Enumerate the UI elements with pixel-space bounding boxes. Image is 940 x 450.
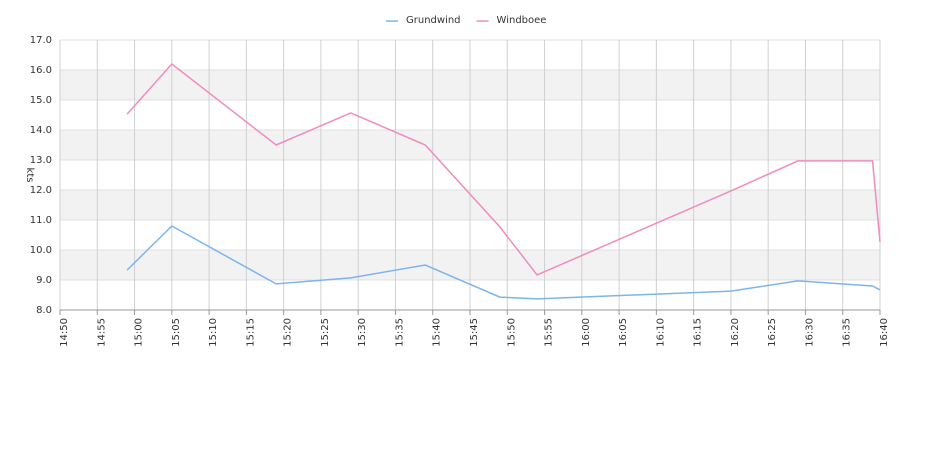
x-tick-label: 15:05 — [171, 318, 182, 347]
x-tick-label: 15:00 — [134, 318, 145, 347]
legend-label: Windboee — [497, 15, 547, 26]
x-tick-label: 16:05 — [618, 318, 629, 347]
x-tick-label: 15:20 — [283, 318, 294, 347]
x-tick-label: 16:30 — [804, 318, 815, 347]
x-tick-label: 15:15 — [245, 318, 256, 347]
y-tick-label: 12.0 — [30, 185, 52, 196]
y-tick-label: 17.0 — [30, 35, 52, 46]
x-tick-label: 15:40 — [432, 318, 443, 347]
x-tick-label: 14:55 — [96, 318, 107, 347]
series-line — [126, 225, 881, 300]
x-tick-label: 15:25 — [320, 318, 331, 347]
y-tick-label: 15.0 — [30, 95, 52, 106]
x-tick-label: 15:10 — [208, 318, 219, 347]
series-line — [126, 62, 881, 276]
legend-label: Grundwind — [406, 15, 461, 26]
y-tick-label: 13.0 — [30, 155, 52, 166]
x-tick-label: 16:35 — [842, 318, 853, 347]
x-tick-label: 14:50 — [59, 318, 70, 347]
x-tick-label: 15:50 — [506, 318, 517, 347]
x-tick-label: 15:35 — [394, 318, 405, 347]
x-tick-label: 15:45 — [469, 318, 480, 347]
x-tick-label: 16:40 — [879, 318, 890, 347]
x-tick-label: 16:20 — [730, 318, 741, 347]
x-tick-label: 15:55 — [544, 318, 555, 347]
x-tick-label: 16:25 — [767, 318, 778, 347]
y-tick-label: 16.0 — [30, 65, 52, 76]
y-axis-label: kts — [24, 168, 35, 183]
y-tick-label: 14.0 — [30, 125, 52, 136]
x-tick-label: 16:15 — [693, 318, 704, 347]
y-tick-label: 8.0 — [36, 305, 52, 316]
x-tick-label: 15:30 — [357, 318, 368, 347]
y-tick-label: 11.0 — [30, 215, 52, 226]
y-tick-label: 9.0 — [36, 275, 52, 286]
y-tick-label: 10.0 — [30, 245, 52, 256]
x-tick-label: 16:00 — [581, 318, 592, 347]
x-tick-label: 16:10 — [655, 318, 666, 347]
